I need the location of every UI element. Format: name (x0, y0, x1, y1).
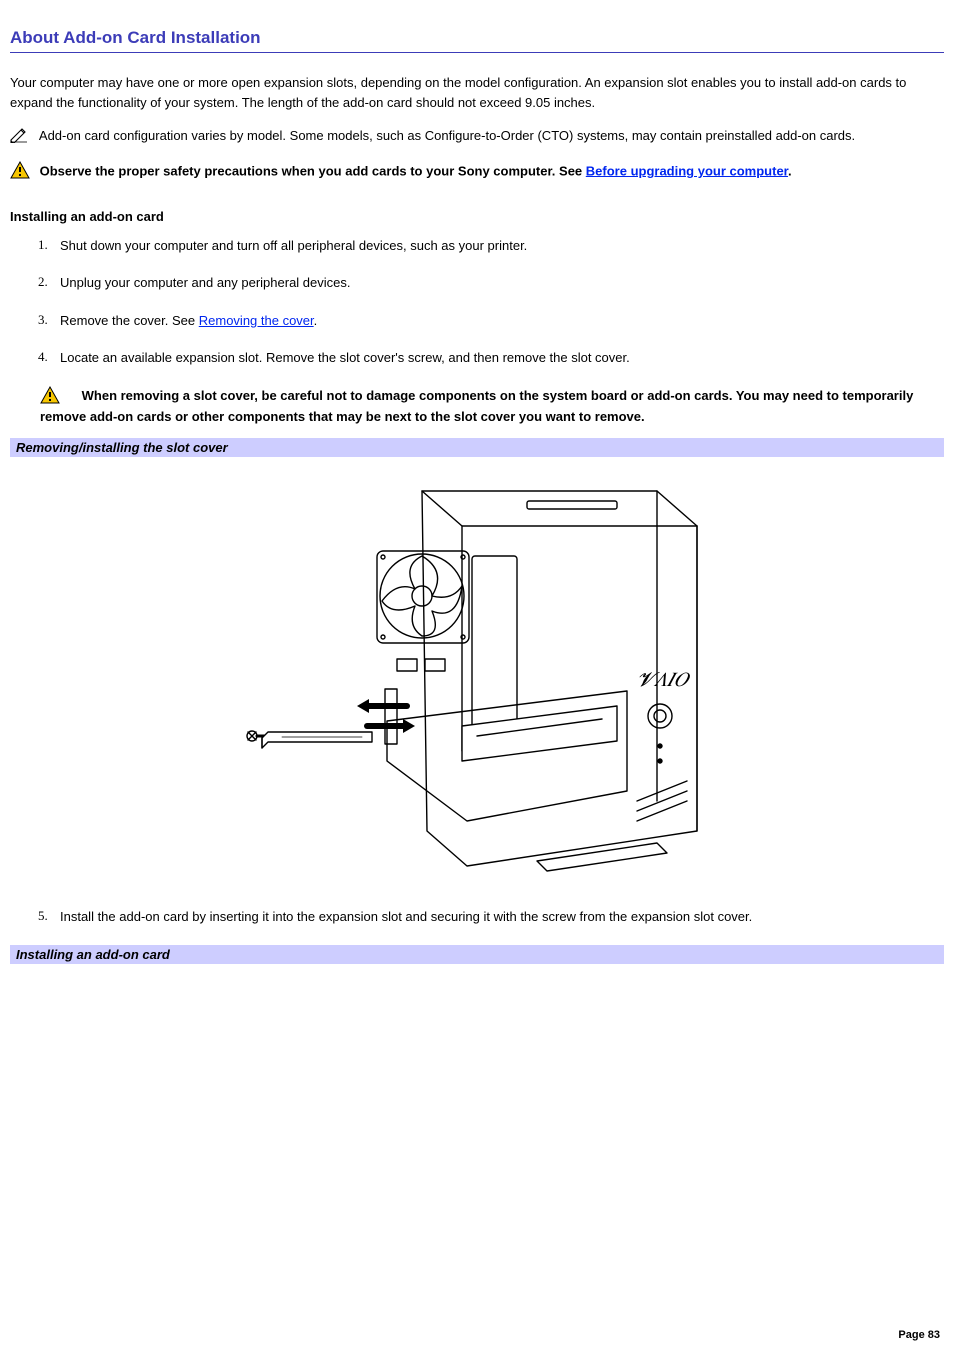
warning-icon (40, 386, 60, 407)
safety-caution: Observe the proper safety precautions wh… (10, 161, 944, 183)
figure-1-image: 𝓥𝛬𝐼𝑂 (10, 461, 944, 881)
steps-list: 1. Shut down your computer and turn off … (38, 236, 944, 368)
procedure-heading: Installing an add-on card (10, 209, 944, 224)
step-number: 2. (38, 273, 60, 290)
note-text: Add-on card configuration varies by mode… (39, 128, 855, 143)
note-paragraph: Add-on card configuration varies by mode… (10, 126, 944, 147)
step-2-text: Unplug your computer and any peripheral … (60, 273, 944, 293)
step-4-text: Locate an available expansion slot. Remo… (60, 348, 944, 368)
list-item: 2. Unplug your computer and any peripher… (38, 273, 944, 293)
figure-1-caption: Removing/installing the slot cover (10, 438, 944, 457)
figure-2-caption: Installing an add-on card (10, 945, 944, 964)
step-number: 5. (38, 907, 60, 924)
list-item: 4. Locate an available expansion slot. R… (38, 348, 944, 368)
warning-icon (10, 161, 30, 183)
safety-caution-trail: . (788, 163, 792, 178)
intro-paragraph: Your computer may have one or more open … (10, 73, 944, 112)
section-title: About Add-on Card Installation (10, 28, 944, 53)
step-number: 3. (38, 311, 60, 328)
list-item: 5. Install the add-on card by inserting … (38, 907, 944, 927)
steps-list-continued: 5. Install the add-on card by inserting … (38, 907, 944, 927)
safety-caution-lead: Observe the proper safety precautions wh… (40, 163, 586, 178)
pencil-note-icon (10, 126, 30, 147)
step-number: 1. (38, 236, 60, 253)
svg-text:𝓥𝛬𝐼𝑂: 𝓥𝛬𝐼𝑂 (637, 669, 690, 691)
step-3-text: Remove the cover. See Removing the cover… (60, 311, 944, 331)
step-number: 4. (38, 348, 60, 365)
before-upgrading-link[interactable]: Before upgrading your computer (586, 163, 788, 178)
step-5-text: Install the add-on card by inserting it … (60, 907, 944, 927)
list-item: 1. Shut down your computer and turn off … (38, 236, 944, 256)
slot-caution: When removing a slot cover, be careful n… (40, 386, 944, 426)
removing-cover-link[interactable]: Removing the cover (199, 313, 314, 328)
list-item: 3. Remove the cover. See Removing the co… (38, 311, 944, 331)
step-3-trail: . (314, 313, 318, 328)
step-1-text: Shut down your computer and turn off all… (60, 236, 944, 256)
page-number: Page 83 (898, 1329, 940, 1341)
step-3-lead: Remove the cover. See (60, 313, 199, 328)
slot-caution-text: When removing a slot cover, be careful n… (40, 388, 913, 424)
